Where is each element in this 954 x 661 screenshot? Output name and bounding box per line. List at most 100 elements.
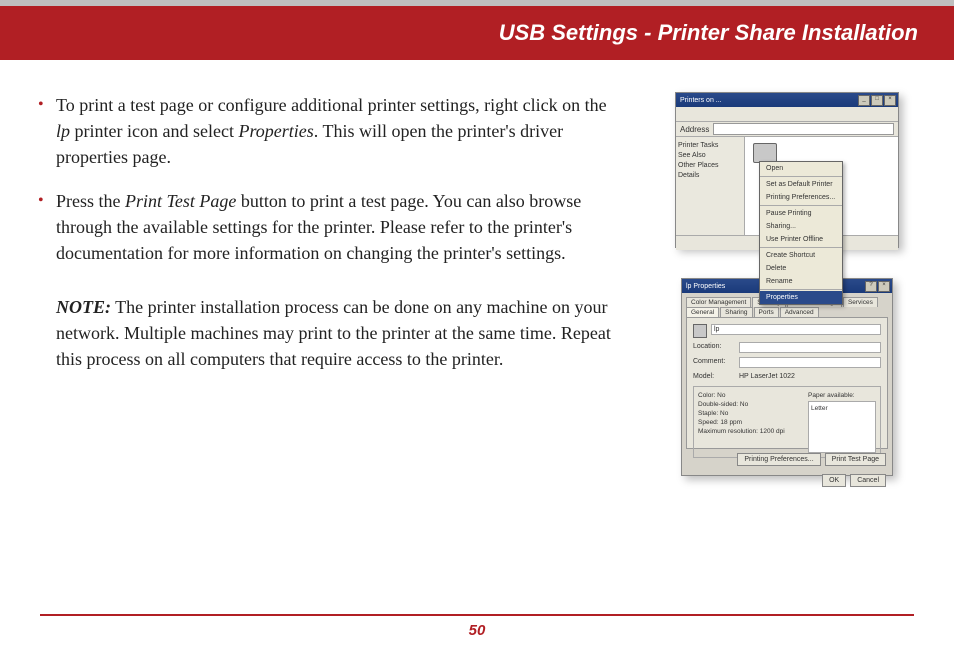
text: printer icon and select <box>70 121 238 141</box>
menu-item-open[interactable]: Open <box>760 162 842 175</box>
name-field[interactable]: lp <box>711 324 881 335</box>
model-row: Model: HP LaserJet 1022 <box>693 372 881 382</box>
close-button[interactable]: × <box>878 281 890 292</box>
dialog-buttons: OK Cancel <box>682 470 892 493</box>
menu-item-rename[interactable]: Rename <box>760 275 842 288</box>
address-label: Address <box>680 125 709 134</box>
help-button[interactable]: ? <box>865 281 877 292</box>
printing-preferences-button[interactable]: Printing Preferences... <box>737 453 820 466</box>
note-block: NOTE: The printer installation process c… <box>56 294 618 372</box>
features-group: Color: No Double-sided: No Staple: No Sp… <box>693 386 881 458</box>
note-label: NOTE: <box>56 297 111 317</box>
screenshots-column: Printers on ... _ □ × Address Printer Ta… <box>638 92 936 476</box>
main-pane: Open Set as Default Printer Printing Pre… <box>745 137 898 235</box>
menu-separator <box>760 289 842 290</box>
minimize-button[interactable]: _ <box>858 95 870 106</box>
lp-italic: lp <box>56 121 70 141</box>
menu-item-sharing[interactable]: Sharing... <box>760 220 842 233</box>
name-row: lp <box>693 324 881 338</box>
menu-item-delete[interactable]: Delete <box>760 262 842 275</box>
comment-label: Comment: <box>693 357 735 368</box>
general-pane: lp Location: Comment: Model: HP LaserJet… <box>686 317 888 449</box>
name-value: lp <box>714 325 719 335</box>
bullet-2: • Press the Print Test Page button to pr… <box>38 188 618 266</box>
tab-ports[interactable]: Ports <box>754 307 779 317</box>
screenshot-printers-folder: Printers on ... _ □ × Address Printer Ta… <box>675 92 899 248</box>
paper-value: Letter <box>811 405 828 412</box>
sidebar: Printer Tasks See Also Other Places Deta… <box>676 137 745 235</box>
properties-italic: Properties <box>238 121 313 141</box>
tab-sharing[interactable]: Sharing <box>720 307 752 317</box>
tab-general[interactable]: General <box>686 307 719 317</box>
window-title: Printers on ... <box>678 97 722 104</box>
footer: 50 <box>0 614 954 639</box>
location-field[interactable] <box>739 342 881 353</box>
model-label: Model: <box>693 372 735 382</box>
note-body: The printer installation process can be … <box>56 297 611 369</box>
pane-buttons: Printing Preferences... Print Test Page <box>682 453 892 470</box>
paper-list: Letter <box>808 401 876 453</box>
close-button[interactable]: × <box>884 95 896 106</box>
comment-row: Comment: <box>693 357 881 368</box>
menu-item-prefs[interactable]: Printing Preferences... <box>760 191 842 204</box>
print-test-page-italic: Print Test Page <box>125 191 236 211</box>
feature: Speed: 18 ppm <box>698 418 802 427</box>
feature: Staple: No <box>698 409 802 418</box>
sidebar-item[interactable]: Printer Tasks <box>678 141 742 151</box>
body: Printer Tasks See Also Other Places Deta… <box>676 137 898 235</box>
paper-label: Paper available: <box>808 391 876 401</box>
bullet-glyph: • <box>38 188 56 266</box>
tab-advanced[interactable]: Advanced <box>780 307 819 317</box>
location-row: Location: <box>693 342 881 353</box>
window-buttons: _ □ × <box>858 95 896 106</box>
sidebar-item[interactable]: Details <box>678 171 742 181</box>
bullet-1: • To print a test page or configure addi… <box>38 92 618 170</box>
sidebar-item[interactable]: Other Places <box>678 161 742 171</box>
printer-icon[interactable] <box>753 143 777 163</box>
features-list: Color: No Double-sided: No Staple: No Sp… <box>698 391 802 453</box>
comment-field[interactable] <box>739 357 881 368</box>
bullet-2-text: Press the Print Test Page button to prin… <box>56 188 618 266</box>
page-title: USB Settings - Printer Share Installatio… <box>499 20 918 46</box>
screenshot-properties-dialog: lp Properties ? × Color Management Secur… <box>681 278 893 476</box>
print-test-page-button[interactable]: Print Test Page <box>825 453 886 466</box>
ok-button[interactable]: OK <box>822 474 846 487</box>
location-label: Location: <box>693 342 735 353</box>
feature: Maximum resolution: 1200 dpi <box>698 427 802 436</box>
toolbar <box>676 107 898 122</box>
menu-separator <box>760 205 842 206</box>
window-titlebar: Printers on ... _ □ × <box>676 93 898 107</box>
address-bar: Address <box>676 122 898 137</box>
header-bar: USB Settings - Printer Share Installatio… <box>0 6 954 60</box>
tab-services[interactable]: Services <box>843 297 878 307</box>
cancel-button[interactable]: Cancel <box>850 474 886 487</box>
menu-item-shortcut[interactable]: Create Shortcut <box>760 249 842 262</box>
text: Press the <box>56 191 125 211</box>
tabs-row-2: General Sharing Ports Advanced <box>682 307 892 317</box>
menu-item-offline[interactable]: Use Printer Offline <box>760 233 842 246</box>
sidebar-item[interactable]: See Also <box>678 151 742 161</box>
text-column: • To print a test page or configure addi… <box>38 92 638 476</box>
menu-separator <box>760 176 842 177</box>
address-field[interactable] <box>713 123 894 135</box>
bullet-glyph: • <box>38 92 56 170</box>
feature: Double-sided: No <box>698 400 802 409</box>
context-menu: Open Set as Default Printer Printing Pre… <box>759 161 843 305</box>
content-area: • To print a test page or configure addi… <box>0 60 954 476</box>
printer-icon <box>693 324 707 338</box>
footer-rule <box>40 614 914 616</box>
window-title: lp Properties <box>684 283 725 290</box>
page-number: 50 <box>0 622 954 639</box>
bullet-1-text: To print a test page or configure additi… <box>56 92 618 170</box>
model-value: HP LaserJet 1022 <box>739 372 795 382</box>
window-buttons: ? × <box>865 281 890 292</box>
tab-color-mgmt[interactable]: Color Management <box>686 297 751 307</box>
menu-separator <box>760 247 842 248</box>
text: To print a test page or configure additi… <box>56 95 607 115</box>
feature: Color: No <box>698 391 802 400</box>
menu-item-properties[interactable]: Properties <box>760 291 842 304</box>
menu-item-default[interactable]: Set as Default Printer <box>760 178 842 191</box>
paper-box: Paper available: Letter <box>808 391 876 453</box>
maximize-button[interactable]: □ <box>871 95 883 106</box>
menu-item-pause[interactable]: Pause Printing <box>760 207 842 220</box>
